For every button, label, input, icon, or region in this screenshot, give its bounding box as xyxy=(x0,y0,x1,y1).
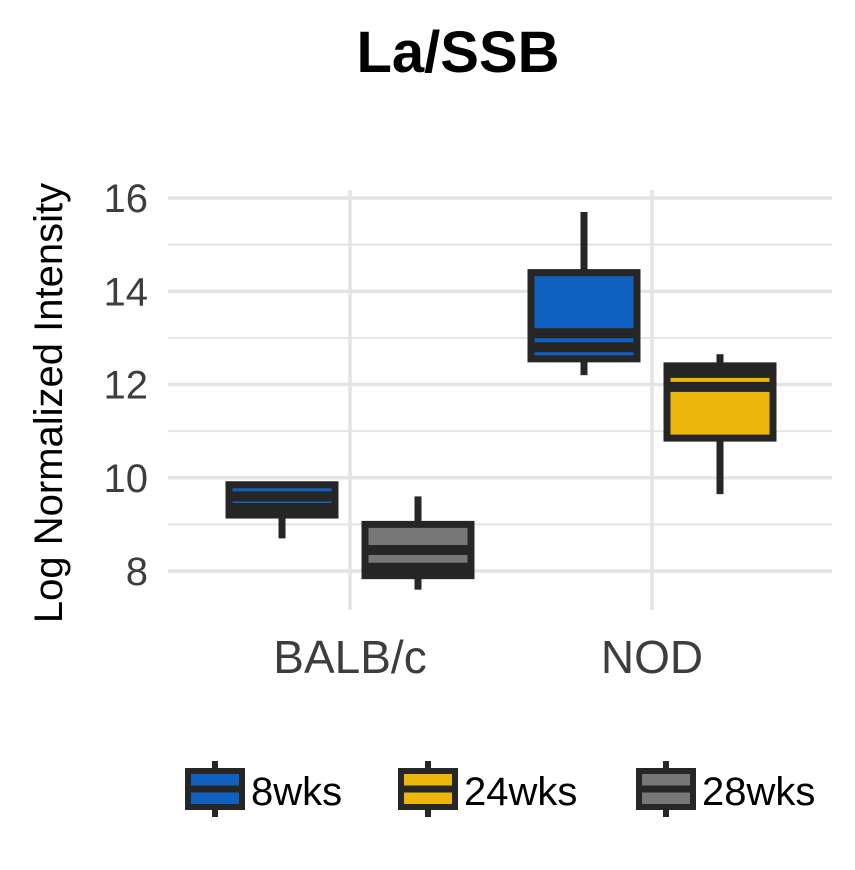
legend-item-24wks: 24wks xyxy=(398,761,577,817)
legend-item-8wks: 8wks xyxy=(185,761,342,817)
y-tick-labels: 8 10 12 14 16 xyxy=(104,177,149,594)
chart-title: La/SSB xyxy=(356,20,559,85)
legend-label: 8wks xyxy=(251,770,342,814)
legend: 8wks 24wks 28wks xyxy=(185,761,815,817)
y-tick-label: 12 xyxy=(104,364,149,408)
y-tick-label: 8 xyxy=(126,550,148,594)
legend-label: 24wks xyxy=(464,770,577,814)
x-tick-label: NOD xyxy=(601,631,703,683)
box-body xyxy=(663,362,777,442)
y-tick-label: 10 xyxy=(104,457,149,501)
boxes xyxy=(225,211,777,590)
legend-label: 28wks xyxy=(702,770,815,814)
x-tick-label: BALB/c xyxy=(273,631,426,683)
grid xyxy=(168,190,832,610)
box-BALBc-28wks xyxy=(361,496,475,590)
box-NOD-8wks xyxy=(527,211,641,376)
y-tick-label: 14 xyxy=(104,270,149,314)
y-tick-label: 16 xyxy=(104,177,149,221)
box-NOD-24wks xyxy=(663,354,777,495)
box-BALBc-8wks xyxy=(225,481,339,539)
legend-item-28wks: 28wks xyxy=(636,761,815,817)
x-tick-labels: BALB/c NOD xyxy=(273,631,703,683)
y-axis-label: Log Normalized Intensity xyxy=(27,183,71,623)
